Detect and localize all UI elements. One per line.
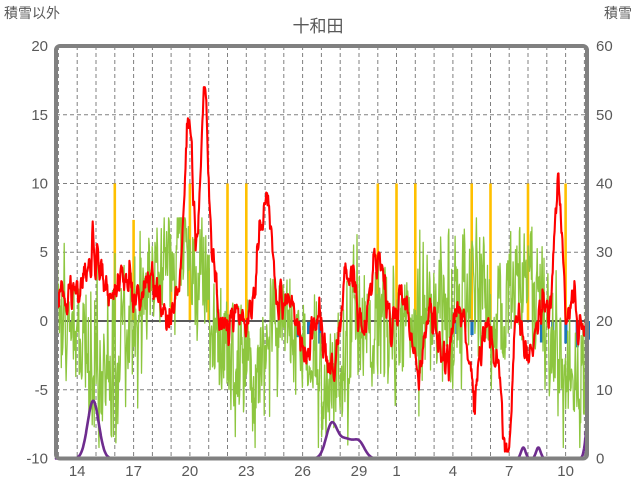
svg-text:20: 20	[596, 313, 613, 330]
svg-text:15: 15	[31, 107, 48, 124]
svg-text:20: 20	[182, 463, 199, 480]
svg-text:7: 7	[505, 463, 513, 480]
svg-text:23: 23	[238, 463, 255, 480]
svg-text:0: 0	[40, 313, 48, 330]
svg-text:1: 1	[392, 463, 400, 480]
svg-text:10: 10	[596, 382, 613, 399]
svg-text:17: 17	[125, 463, 142, 480]
svg-text:-10: -10	[26, 451, 48, 468]
svg-text:5: 5	[40, 244, 48, 261]
svg-text:29: 29	[351, 463, 368, 480]
svg-text:14: 14	[69, 463, 86, 480]
svg-text:-5: -5	[35, 382, 48, 399]
svg-text:10: 10	[557, 463, 574, 480]
svg-text:50: 50	[596, 107, 613, 124]
svg-text:40: 40	[596, 176, 613, 193]
svg-text:20: 20	[31, 38, 48, 55]
svg-text:10: 10	[31, 176, 48, 193]
svg-text:0: 0	[596, 451, 604, 468]
svg-text:60: 60	[596, 38, 613, 55]
svg-text:4: 4	[449, 463, 457, 480]
svg-text:26: 26	[294, 463, 311, 480]
svg-text:30: 30	[596, 244, 613, 261]
